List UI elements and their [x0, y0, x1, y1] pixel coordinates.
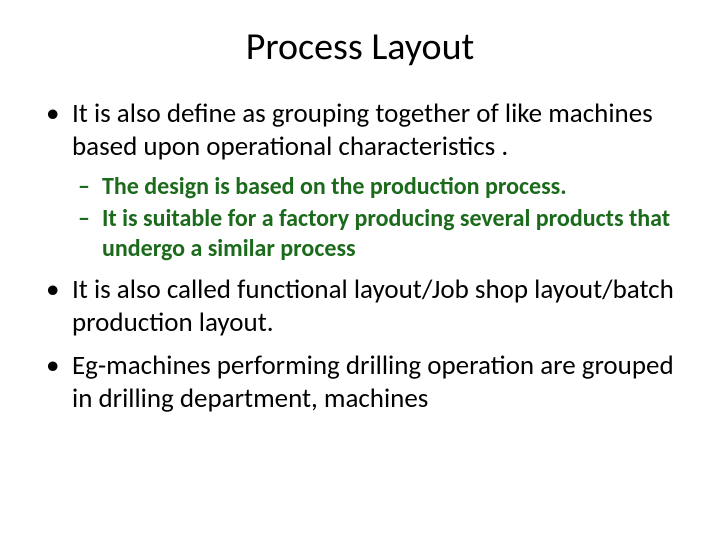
bullet-item: It is also define as grouping together o…	[36, 98, 684, 264]
bullet-item: Eg-machines performing drilling operatio…	[36, 350, 684, 416]
slide-title: Process Layout	[36, 24, 684, 70]
sub-bullet-text: The design is based on the production pr…	[102, 172, 567, 201]
sub-bullet-item: It is suitable for a factory producing s…	[72, 204, 684, 264]
bullet-item: It is also called functional layout/Job …	[36, 274, 684, 340]
bullet-text: Eg-machines performing drilling operatio…	[72, 349, 674, 415]
sub-bullet-list: The design is based on the production pr…	[72, 172, 684, 264]
sub-bullet-item: The design is based on the production pr…	[72, 172, 684, 202]
bullet-text: It is also define as grouping together o…	[72, 97, 653, 163]
bullet-text: It is also called functional layout/Job …	[72, 273, 674, 339]
sub-bullet-text: It is suitable for a factory producing s…	[102, 204, 670, 263]
bullet-list: It is also define as grouping together o…	[36, 98, 684, 416]
